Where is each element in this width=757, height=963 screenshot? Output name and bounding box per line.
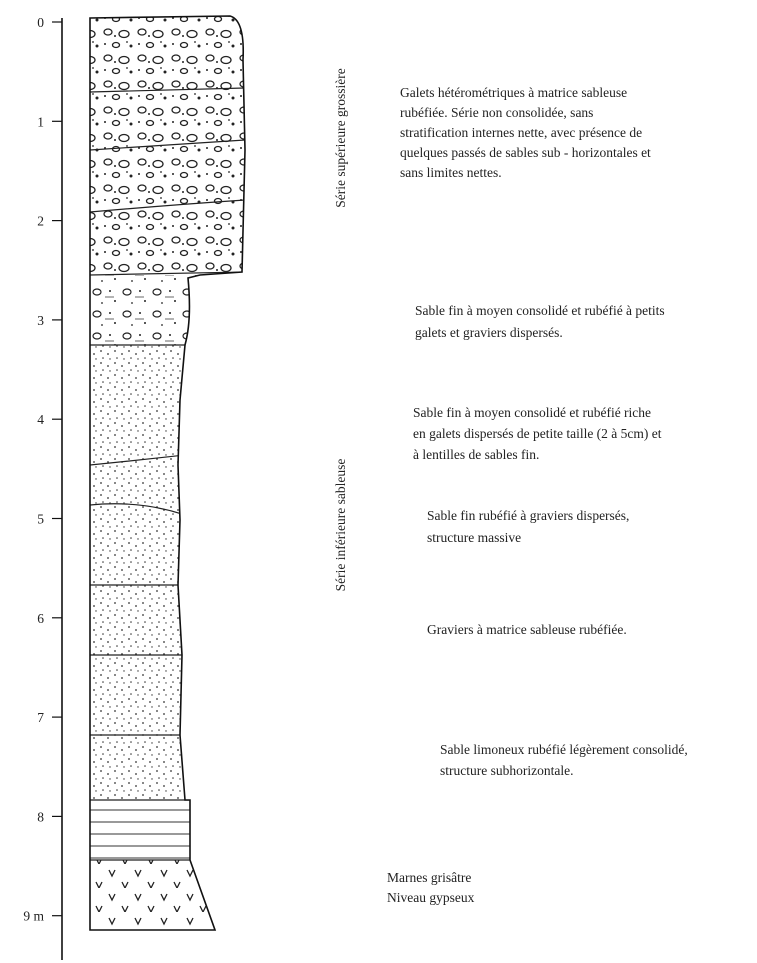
description-line: en galets dispersés de petite taille (2 … (413, 426, 662, 441)
descriptions: Galets hétérométriques à matrice sableus… (387, 85, 688, 905)
description-line: galets et graviers dispersés. (415, 325, 563, 340)
description-line: Sable limoneux rubéfié légèrement consol… (440, 742, 688, 757)
description-line: rubéfiée. Série non consolidée, sans (400, 105, 593, 120)
description-line: structure subhorizontale. (440, 763, 573, 778)
series-label: Série supérieure grossière (333, 68, 348, 207)
tick-label: 8 (37, 809, 44, 824)
tick-label: 6 (37, 611, 44, 626)
description-line: Sable fin à moyen consolidé et rubéfié à… (415, 303, 665, 318)
tick-label: 9 m (23, 909, 44, 924)
description-line: Sable fin à moyen consolidé et rubéfié r… (413, 405, 651, 420)
depth-ticks: 0 1 2 3 4 5 6 7 8 9 m (23, 15, 62, 924)
tick-label: 2 (37, 214, 44, 229)
description-line: Graviers à matrice sableuse rubéfiée. (427, 622, 627, 637)
description-line: Niveau gypseux (387, 890, 475, 905)
description-line: Marnes grisâtre (387, 870, 471, 885)
description-line: Galets hétérométriques à matrice sableus… (400, 85, 627, 100)
tick-label: 3 (37, 313, 44, 328)
tick-label: 7 (37, 710, 44, 725)
column-fill (90, 16, 245, 930)
description-line: quelques passés de sables sub - horizont… (400, 145, 651, 160)
tick-label: 4 (37, 412, 44, 427)
description-line: stratification internes nette, avec prés… (400, 125, 642, 140)
description-line: à lentilles de sables fin. (413, 447, 539, 462)
tick-label: 1 (37, 114, 44, 129)
description-line: structure massive (427, 530, 521, 545)
column-outline (89, 15, 246, 931)
tick-label: 0 (37, 15, 44, 30)
description-line: sans limites nettes. (400, 165, 502, 180)
series-label: Série inférieure sableuse (333, 459, 348, 592)
description-line: Sable fin rubéfié à graviers dispersés, (427, 508, 629, 523)
tick-label: 5 (37, 512, 44, 527)
